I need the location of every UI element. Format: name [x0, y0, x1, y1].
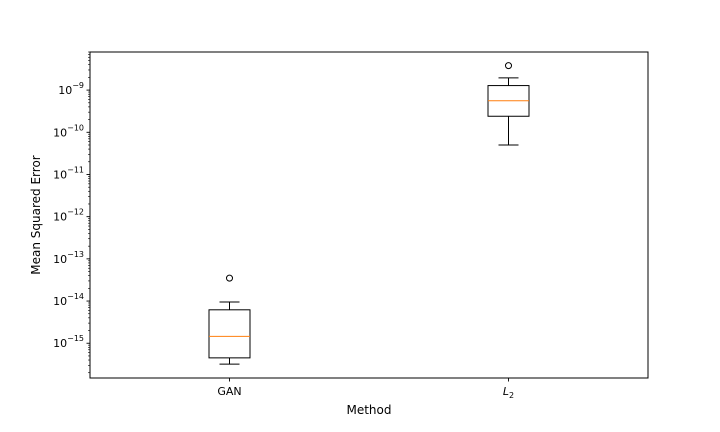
box-iqr: [208, 309, 251, 359]
x-axis-label: Method: [346, 403, 391, 417]
y-tick-label: 10−10: [53, 123, 84, 139]
y-tick-label: 10−14: [53, 292, 84, 308]
y-tick-label: 10−13: [53, 250, 84, 266]
box-l2: [487, 62, 530, 146]
box-gan: [208, 274, 251, 365]
y-tick-label: 10−11: [53, 165, 84, 181]
y-tick-label: 10−9: [58, 81, 84, 97]
x-axis-ticks: GAN L2: [217, 378, 514, 400]
x-tick-label: GAN: [217, 385, 241, 398]
outlier-point: [226, 274, 233, 282]
y-tick-label: 10−15: [53, 334, 84, 350]
x-tick-label: L2: [503, 385, 514, 400]
y-tick-label: 10−12: [53, 208, 84, 224]
outlier-point: [505, 62, 512, 70]
boxes: [208, 62, 530, 365]
y-axis-ticks: 10−15 10−14 10−13 10−12 10−11 10−10 10−9: [53, 51, 90, 374]
y-axis-label: Mean Squared Error: [29, 155, 43, 275]
plot-area: [89, 51, 649, 379]
